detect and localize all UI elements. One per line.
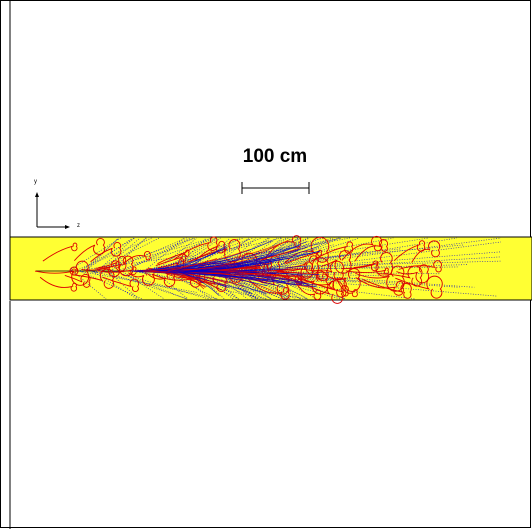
axis-indicator: [35, 192, 70, 229]
z-axis-label: z: [77, 223, 80, 229]
scale-bar-label: 100 cm: [242, 146, 308, 167]
y-axis-label: y: [34, 179, 37, 185]
scale-bar: [241, 182, 310, 194]
particle-tracks: [34, 235, 502, 304]
